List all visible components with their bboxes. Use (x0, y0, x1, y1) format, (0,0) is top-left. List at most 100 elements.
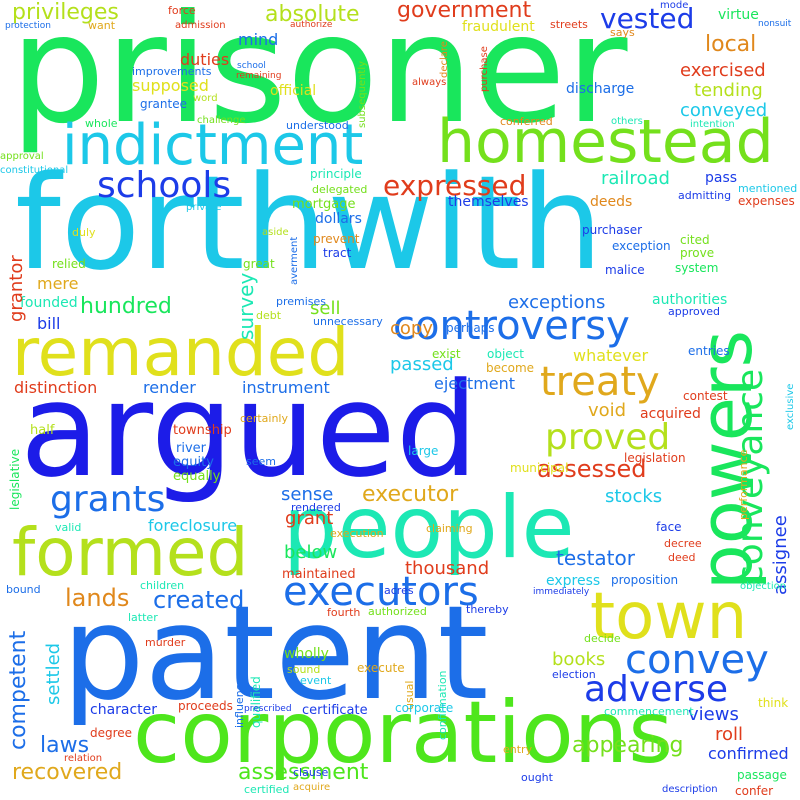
word: claiming (426, 522, 473, 535)
word: whatever (573, 346, 649, 365)
word: thereby (466, 603, 509, 616)
word: wholly (284, 646, 329, 662)
word: adverse (584, 669, 729, 710)
word: improvements (132, 65, 212, 78)
word: official (270, 83, 317, 99)
word: recovered (12, 760, 123, 785)
word: grants (50, 479, 166, 520)
word: people (283, 478, 575, 578)
word: authorities (652, 292, 728, 308)
word: objection (740, 581, 787, 592)
word: premises (276, 295, 327, 308)
word: hundred (80, 294, 172, 319)
word: admission (175, 20, 226, 31)
word: passed (390, 354, 454, 375)
word: acquired (640, 406, 701, 422)
word: intention (690, 119, 735, 130)
word: whole (85, 117, 118, 130)
word: grantor (6, 255, 27, 322)
word: prescribed (244, 704, 292, 714)
word: description (662, 784, 718, 795)
word: founded (20, 295, 78, 311)
word: expressed (383, 169, 527, 202)
word: children (140, 579, 185, 592)
word: assessed (537, 455, 647, 483)
word: declare (439, 41, 450, 78)
word: duties (180, 50, 230, 69)
word: exclusive (785, 383, 796, 430)
word: sense (281, 484, 334, 505)
word: thousand (405, 558, 490, 579)
word: below (284, 542, 338, 563)
word: supposed (132, 76, 209, 95)
word: protection (5, 21, 51, 31)
word: latter (128, 611, 158, 624)
word: prove (680, 246, 715, 260)
word: unnecessary (313, 315, 383, 328)
word: entry (503, 743, 533, 756)
word: absolute (265, 2, 360, 27)
word: word (193, 93, 218, 104)
word: mode (660, 0, 689, 11)
word: character (90, 702, 158, 718)
word: fourth (327, 606, 361, 619)
word: prevent (313, 232, 360, 246)
word: roll (715, 724, 744, 745)
word: exercised (680, 60, 766, 81)
word: execute (357, 661, 405, 675)
word: express (546, 573, 601, 589)
word: pass (705, 170, 738, 186)
word: fraudulent (462, 19, 535, 35)
word: schools (97, 165, 232, 206)
word: themselves (448, 194, 529, 210)
word: bound (6, 583, 41, 596)
word: certificate (302, 703, 368, 718)
word: river (176, 441, 206, 456)
word: clause (293, 766, 329, 779)
word: duly (72, 226, 96, 239)
word: homestead (437, 107, 774, 177)
word: averment (289, 236, 300, 285)
word: decree (664, 537, 702, 550)
word: appearing (572, 733, 684, 758)
word: deeds (590, 194, 633, 210)
word: grant (285, 508, 334, 529)
word: convey (625, 637, 769, 683)
word: qualified (249, 676, 263, 728)
word: distinction (14, 378, 98, 397)
word: discharge (566, 81, 635, 97)
word: mind (238, 30, 279, 49)
word: legislation (624, 451, 686, 465)
word: argued (20, 354, 479, 506)
word: foreclosure (148, 516, 238, 535)
word: town (590, 580, 748, 654)
word: relied (52, 257, 86, 271)
word: think (758, 696, 789, 710)
word: indictment (62, 113, 364, 178)
word: aside (262, 227, 289, 238)
word: mentioned (738, 182, 798, 195)
word: principle (310, 167, 362, 181)
word: murder (145, 636, 186, 649)
word: maintained (282, 567, 356, 582)
word: certainly (240, 412, 288, 425)
word: nonsuit (758, 19, 792, 29)
word: confer (735, 784, 774, 798)
word: virtue (718, 7, 759, 23)
word: prisoner (10, 0, 628, 157)
word: system (675, 261, 719, 275)
word: forthwith (15, 147, 603, 299)
word: lands (65, 584, 130, 612)
word: approval (0, 151, 44, 162)
word: conferred (500, 115, 553, 128)
word: treaty (540, 359, 660, 405)
word: rendered (291, 501, 341, 514)
word: contest (683, 389, 728, 403)
word: sound (287, 663, 321, 676)
word: controversy (393, 303, 630, 349)
word: always (412, 77, 447, 88)
word: delegated (312, 183, 368, 196)
word: ejectment (434, 374, 516, 393)
word: seem (246, 455, 276, 468)
word: perhaps (446, 321, 495, 335)
